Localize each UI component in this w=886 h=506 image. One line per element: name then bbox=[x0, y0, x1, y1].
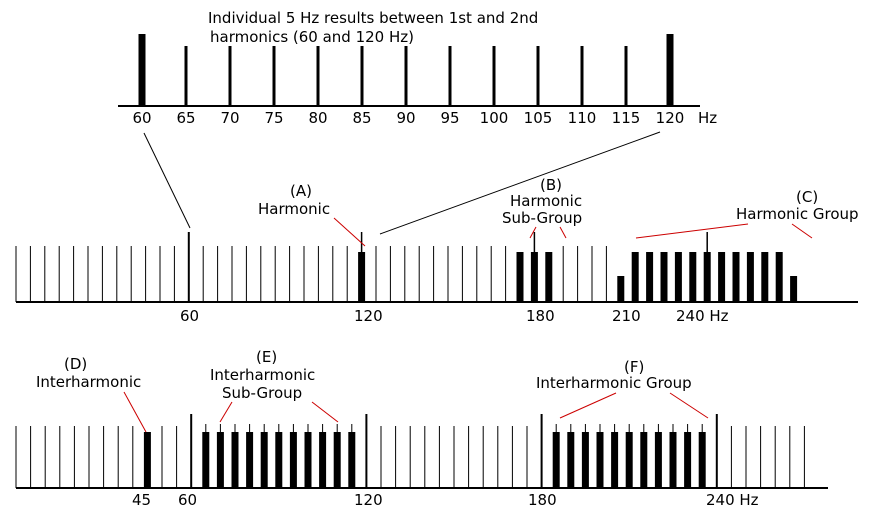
middle-bars bbox=[15, 232, 798, 302]
label-e-line-2: Sub-Group bbox=[222, 384, 302, 402]
top-tick-90: 90 bbox=[396, 109, 415, 127]
bot-tick-45: 45 bbox=[132, 491, 151, 506]
bottom-bars bbox=[15, 414, 805, 488]
top-unit-label: Hz bbox=[698, 109, 717, 127]
bot-tick-240: 240 Hz bbox=[706, 491, 759, 506]
label-b-letter: (B) bbox=[540, 176, 562, 194]
top-tick-60: 60 bbox=[132, 109, 151, 127]
caption-line-1: Individual 5 Hz results between 1st and … bbox=[208, 9, 538, 27]
caption-line-2: harmonics (60 and 120 Hz) bbox=[210, 28, 414, 46]
label-a-text: Harmonic bbox=[258, 200, 330, 218]
top-tick-85: 85 bbox=[352, 109, 371, 127]
label-b-line-2: Sub-Group bbox=[502, 209, 582, 227]
pointer-f-left bbox=[559, 392, 617, 419]
label-d-text: Interharmonic bbox=[36, 373, 141, 391]
pointer-c-right bbox=[791, 223, 813, 239]
mid-tick-180: 180 bbox=[526, 307, 555, 325]
pointer-f-right bbox=[669, 392, 709, 419]
pointer-e-right bbox=[311, 401, 339, 423]
top-tick-120: 120 bbox=[656, 109, 685, 127]
top-spectrum: 60 65 70 75 80 85 90 95 100 105 110 115 120 Hz bbox=[118, 34, 717, 127]
label-d-letter: (D) bbox=[64, 355, 87, 373]
top-tick-labels: 60 65 70 75 80 85 90 95 100 105 110 115 120 bbox=[132, 109, 684, 127]
pointer-a bbox=[333, 217, 366, 247]
top-tick-80: 80 bbox=[308, 109, 327, 127]
pointer-c-left bbox=[635, 223, 749, 239]
pointer-e-left bbox=[219, 401, 233, 423]
top-tick-65: 65 bbox=[176, 109, 195, 127]
mid-tick-240: 240 Hz bbox=[676, 307, 729, 325]
label-b-line-1: Harmonic bbox=[510, 192, 582, 210]
label-a-letter: (A) bbox=[290, 182, 312, 200]
top-tick-100: 100 bbox=[480, 109, 509, 127]
bot-tick-180: 180 bbox=[528, 491, 557, 506]
pointer-d bbox=[123, 391, 147, 433]
zoom-line-60 bbox=[143, 132, 191, 229]
bot-tick-60: 60 bbox=[178, 491, 197, 506]
pointer-b-left bbox=[529, 226, 537, 239]
bot-tick-120: 120 bbox=[354, 491, 383, 506]
label-c-letter: (C) bbox=[796, 188, 818, 206]
bottom-spectrum: 45 60 120 180 240 Hz (D) Interharmonic (… bbox=[15, 348, 828, 506]
mid-tick-120: 120 bbox=[354, 307, 383, 325]
label-c-text: Harmonic Group bbox=[736, 205, 859, 223]
middle-spectrum: 60 120 180 210 240 Hz (A) Harmonic (B) H… bbox=[15, 176, 859, 325]
zoom-line-120 bbox=[379, 131, 661, 235]
top-tick-115: 115 bbox=[612, 109, 641, 127]
label-f-text: Interharmonic Group bbox=[536, 374, 692, 392]
label-e-letter: (E) bbox=[256, 348, 277, 366]
top-tick-70: 70 bbox=[220, 109, 239, 127]
top-tick-95: 95 bbox=[440, 109, 459, 127]
mid-tick-60: 60 bbox=[180, 307, 199, 325]
label-e-line-1: Interharmonic bbox=[210, 366, 315, 384]
top-tick-105: 105 bbox=[524, 109, 553, 127]
top-tick-75: 75 bbox=[264, 109, 283, 127]
label-f-letter: (F) bbox=[624, 358, 644, 376]
top-tick-110: 110 bbox=[568, 109, 597, 127]
pointer-b-right bbox=[559, 226, 567, 239]
mid-tick-210: 210 bbox=[612, 307, 641, 325]
top-bars bbox=[138, 34, 674, 106]
